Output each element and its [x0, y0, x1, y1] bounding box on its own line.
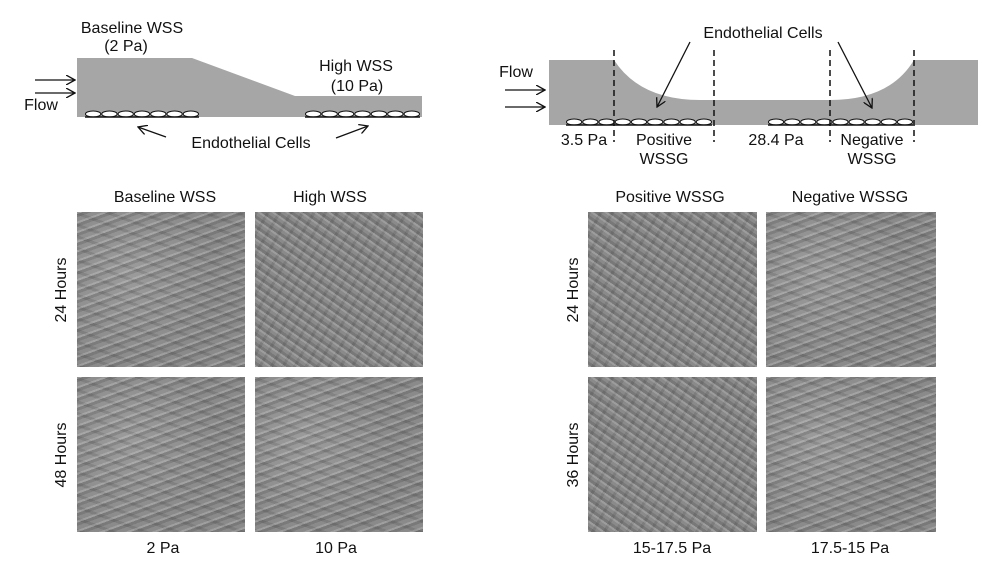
- endothelial-cell: [133, 110, 151, 118]
- column-header: Positive WSSG: [615, 189, 725, 206]
- micrograph-positive-24h: [588, 212, 757, 367]
- endothelial-cell: [832, 118, 849, 126]
- endothelial-cell: [880, 118, 897, 126]
- endothelial-cell: [182, 110, 200, 118]
- endothelial-cell: [305, 110, 322, 118]
- flow-label: Flow: [499, 64, 533, 81]
- cells-arrow: [837, 41, 872, 108]
- endothelial-cell: [354, 110, 371, 118]
- endothelial-cell-row: [85, 110, 200, 118]
- cells-arrow: [138, 127, 167, 138]
- endothelial-cell: [800, 118, 817, 126]
- inlet-wss-value: 3.5 Pa: [560, 132, 608, 149]
- negative-wssg-label-2: WSSG: [847, 151, 897, 168]
- micrograph-negative-36h: [766, 377, 936, 532]
- row-label: 24 Hours: [565, 257, 582, 323]
- positive-wssg-label-2: WSSG: [639, 151, 689, 168]
- column-footer: 17.5-15 Pa: [810, 540, 890, 557]
- micrograph-baseline-48h: [77, 377, 245, 532]
- endothelial-cell-row: [566, 118, 713, 126]
- endothelial-cell: [166, 110, 183, 118]
- endothelial-cell: [387, 110, 404, 118]
- column-footer: 2 Pa: [146, 540, 180, 557]
- micrograph-negative-24h: [766, 212, 936, 367]
- micrograph-positive-36h: [588, 377, 757, 532]
- row-label: 36 Hours: [565, 422, 582, 488]
- left-channel: [77, 58, 422, 117]
- endothelial-cell: [321, 110, 338, 118]
- endothelial-cell: [864, 118, 881, 126]
- endothelial-cell: [848, 118, 865, 126]
- region-dividers: [613, 50, 915, 142]
- high-wss-label: High WSS: [319, 58, 393, 75]
- flow-label: Flow: [24, 97, 58, 114]
- endothelial-cell: [85, 110, 102, 118]
- micrograph-baseline-24h: [77, 212, 245, 367]
- cells-arrow: [657, 41, 691, 107]
- column-footer: 15-17.5 Pa: [632, 540, 712, 557]
- cells-arrow: [335, 126, 368, 139]
- endothelial-cell: [896, 118, 914, 126]
- column-header: Baseline WSS: [113, 189, 217, 206]
- baseline-wss-value: (2 Pa): [104, 38, 148, 55]
- endothelial-cell: [101, 110, 118, 118]
- endothelial-cell: [679, 118, 696, 126]
- endothelial-cell: [370, 110, 388, 118]
- column-footer: 10 Pa: [315, 540, 357, 557]
- endothelial-cell: [695, 118, 713, 126]
- endothelial-cell: [630, 118, 648, 126]
- micrograph-high-24h: [255, 212, 423, 367]
- endothelial-cells-label: Endothelial Cells: [191, 135, 311, 152]
- endothelial-cell: [117, 110, 134, 118]
- micrograph-high-48h: [255, 377, 423, 532]
- row-label: 24 Hours: [53, 257, 70, 323]
- endothelial-cell: [582, 118, 599, 126]
- endothelial-cell: [784, 118, 801, 126]
- endothelial-cell: [647, 118, 664, 126]
- column-header: High WSS: [293, 189, 367, 206]
- endothelial-cell: [598, 118, 615, 126]
- endothelial-cell: [337, 110, 355, 118]
- endothelial-cell: [663, 118, 680, 126]
- high-wss-value: (10 Pa): [330, 78, 384, 95]
- endothelial-cell: [768, 118, 785, 126]
- endothelial-cell-row: [305, 110, 420, 118]
- positive-wssg-label: Positive: [635, 132, 693, 149]
- row-label: 48 Hours: [53, 422, 70, 488]
- endothelial-cell: [614, 118, 631, 126]
- negative-wssg-label: Negative: [840, 132, 904, 149]
- baseline-wss-label: Baseline WSS: [80, 20, 184, 37]
- endothelial-cell: [403, 110, 420, 118]
- endothelial-cell: [566, 118, 583, 126]
- throat-wss-value: 28.4 Pa: [748, 132, 804, 149]
- endothelial-cell-row: [768, 118, 914, 126]
- endothelial-cells-label: Endothelial Cells: [703, 25, 823, 42]
- column-header: Negative WSSG: [791, 189, 909, 206]
- endothelial-cell: [150, 110, 167, 118]
